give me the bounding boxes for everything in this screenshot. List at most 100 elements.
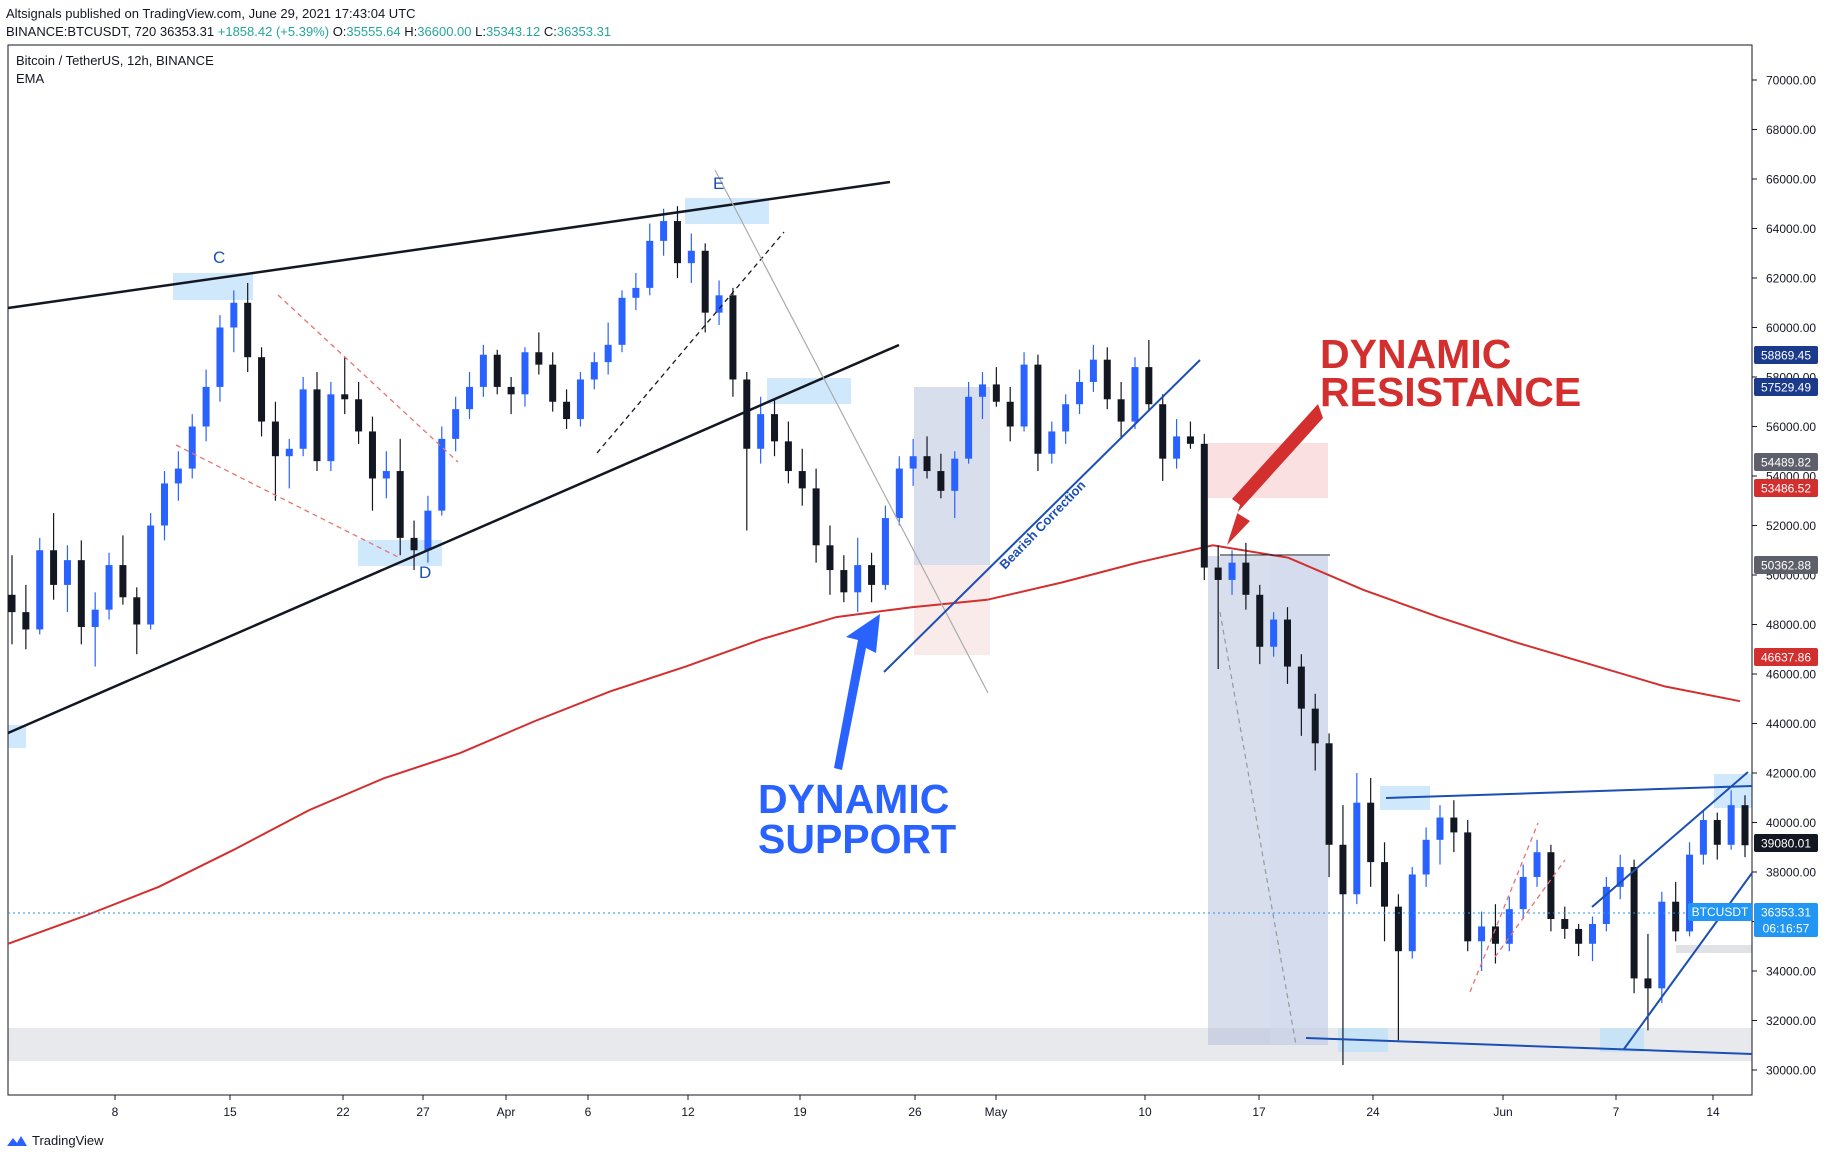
- candle-body: [1464, 832, 1472, 942]
- candle-body: [673, 221, 681, 264]
- candle: [1381, 842, 1389, 942]
- candle: [576, 372, 584, 427]
- x-tick-label: Jun: [1493, 1105, 1512, 1119]
- flag-dashed-b: [1494, 859, 1566, 958]
- tradingview-footer[interactable]: TradingView: [6, 1133, 104, 1148]
- candle-body: [327, 394, 335, 462]
- candle: [327, 381, 335, 472]
- candle: [493, 349, 501, 395]
- tradingview-brand: TradingView: [32, 1133, 104, 1148]
- candle-body: [244, 302, 252, 358]
- ema-layer: [7, 544, 1741, 945]
- candle: [1727, 790, 1735, 850]
- y-tick-label: 70000.00: [1766, 74, 1816, 88]
- last-price: 36353.31: [159, 24, 215, 39]
- chart-legend-title: Bitcoin / TetherUS, 12h, BINANCE: [16, 53, 214, 68]
- candle-body: [1478, 926, 1486, 942]
- candle-body: [119, 565, 127, 598]
- candle: [244, 282, 252, 373]
- candle-body: [1242, 562, 1250, 595]
- candle: [313, 372, 321, 472]
- candle: [230, 290, 238, 353]
- candles: [8, 206, 1749, 1066]
- label-c: C: [213, 248, 225, 267]
- candle: [590, 352, 598, 390]
- high-value: 36600.00: [417, 24, 472, 39]
- x-tick-label: May: [985, 1105, 1008, 1119]
- candle-body: [992, 384, 1000, 402]
- candle: [1062, 394, 1070, 444]
- candle: [1505, 896, 1513, 952]
- candle: [77, 540, 85, 645]
- low-label: L:: [475, 24, 486, 39]
- candle-body: [133, 597, 141, 625]
- candle: [1339, 805, 1347, 1066]
- candle-body: [424, 510, 432, 551]
- candle-body: [1270, 619, 1278, 647]
- candle-body: [355, 399, 363, 432]
- candle-body: [1644, 978, 1652, 989]
- label-d: D: [419, 563, 431, 582]
- zone-c: [173, 273, 253, 300]
- price-badge-bg: [1754, 648, 1818, 666]
- candle: [1020, 352, 1028, 432]
- candle-body: [452, 409, 460, 439]
- candle-body: [216, 327, 224, 387]
- open-value: 35555.64: [346, 24, 401, 39]
- candle-body: [1381, 862, 1389, 907]
- candle-body: [687, 250, 695, 264]
- candle: [729, 287, 737, 397]
- candle-body: [313, 389, 321, 462]
- candle: [1588, 916, 1596, 962]
- dynamic-support-line1: DYNAMIC: [758, 776, 949, 822]
- highlight-zones: [8, 198, 1752, 1061]
- candle: [1491, 904, 1499, 964]
- price-badge: 58869.45: [1761, 349, 1811, 363]
- candle-body: [271, 421, 279, 457]
- candle-body: [1103, 359, 1111, 400]
- close-value: 36353.31: [556, 24, 612, 39]
- candle: [368, 416, 376, 511]
- candle-body: [854, 565, 862, 593]
- open-label: O:: [332, 24, 347, 39]
- candle-body: [202, 386, 210, 427]
- candle: [1533, 839, 1541, 887]
- candle: [1145, 339, 1153, 412]
- chart-grid: [7, 44, 1753, 1096]
- candle: [216, 315, 224, 402]
- candle-body: [1173, 436, 1181, 459]
- high-label: H:: [404, 24, 418, 39]
- candle-body: [493, 354, 501, 387]
- y-tick-label: 34000.00: [1766, 965, 1816, 979]
- candle: [1228, 550, 1236, 595]
- candle-body: [22, 612, 30, 630]
- support-arrow-icon: [834, 614, 880, 770]
- candle: [382, 451, 390, 499]
- candle-body: [1547, 852, 1555, 920]
- last-price-badge: 36353.31: [1761, 906, 1811, 920]
- candle: [1741, 795, 1749, 858]
- candle-body: [466, 386, 474, 410]
- candle: [1602, 876, 1610, 932]
- candle-body: [1089, 359, 1097, 382]
- dynamic-resistance-line1: DYNAMIC: [1320, 331, 1511, 377]
- zone-right-grey: [1676, 945, 1752, 953]
- ohlc-header: BINANCE:BTCUSDT, 720 36353.31 +1858.42 (…: [6, 24, 611, 39]
- candle-body: [771, 414, 779, 442]
- candle-body: [660, 221, 668, 241]
- x-tick-label: 19: [793, 1105, 807, 1119]
- candle: [438, 426, 446, 516]
- candle-body: [341, 394, 349, 400]
- y-tick-label: 48000.00: [1766, 618, 1816, 632]
- candle: [119, 535, 127, 605]
- candle-body: [1686, 854, 1694, 932]
- last-price-badge-bg: [1754, 903, 1818, 921]
- candle-body: [1186, 436, 1194, 444]
- candle-body: [1672, 901, 1680, 932]
- x-tick-label: 6: [585, 1105, 592, 1119]
- candle: [271, 401, 279, 501]
- price-badge-bg: [1754, 556, 1818, 574]
- candle-body: [1117, 399, 1125, 422]
- candle-body: [563, 401, 571, 420]
